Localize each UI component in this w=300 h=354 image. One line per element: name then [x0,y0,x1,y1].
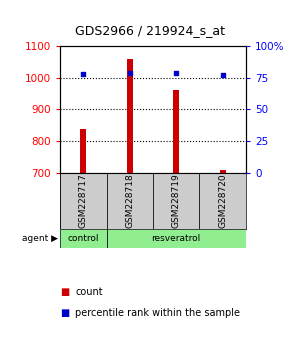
Bar [220,170,226,173]
Bar [80,129,86,173]
Point [220,72,225,78]
Text: count: count [75,287,103,297]
FancyBboxPatch shape [200,173,246,229]
Text: percentile rank within the sample: percentile rank within the sample [75,308,240,318]
Text: GSM228720: GSM228720 [218,173,227,228]
Text: agent ▶: agent ▶ [22,234,58,243]
FancyBboxPatch shape [60,173,106,229]
FancyBboxPatch shape [106,173,153,229]
Text: GSM228717: GSM228717 [79,173,88,228]
Text: resveratrol: resveratrol [152,234,201,243]
Point [81,71,86,77]
Point [128,70,132,75]
FancyBboxPatch shape [106,229,246,248]
FancyBboxPatch shape [60,229,106,248]
Text: GSM228718: GSM228718 [125,173,134,228]
Text: GDS2966 / 219924_s_at: GDS2966 / 219924_s_at [75,24,225,37]
FancyBboxPatch shape [153,173,200,229]
Text: control: control [68,234,99,243]
Point [174,70,178,75]
Bar [173,90,179,173]
Text: GSM228719: GSM228719 [172,173,181,228]
Bar [127,59,133,173]
Text: ■: ■ [60,287,69,297]
Text: ■: ■ [60,308,69,318]
